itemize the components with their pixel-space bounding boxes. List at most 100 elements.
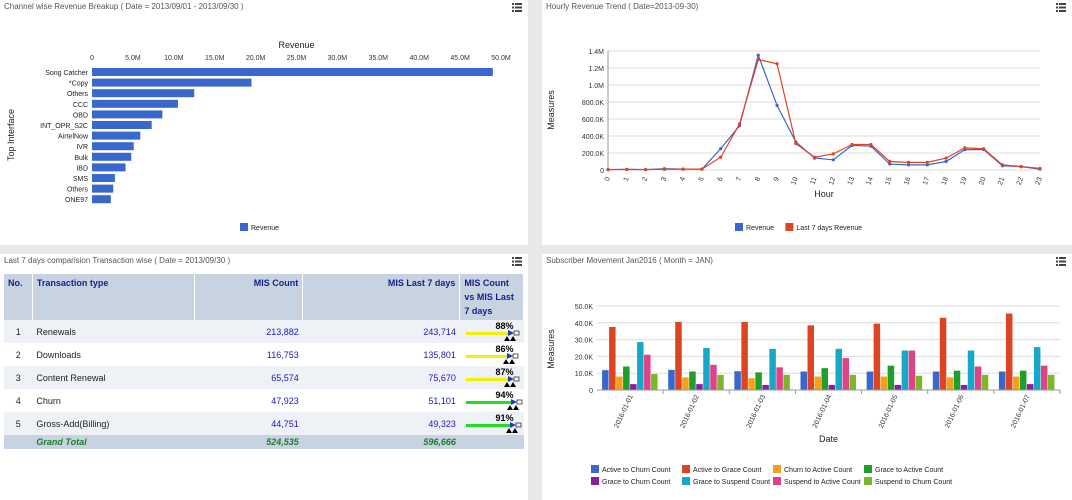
hamburger-menu-icon[interactable] [512, 257, 522, 266]
comparison-triangle-icon [509, 382, 516, 387]
data-point [794, 142, 798, 146]
y-tick-label: *Copy [69, 81, 89, 88]
bar [821, 368, 828, 390]
series-line [607, 58, 1041, 171]
col-vs[interactable]: MIS Count vs MIS Last 7 days [459, 274, 524, 320]
x-tick-label: 35.0M [369, 55, 389, 62]
bar [92, 121, 152, 129]
comparison-target-icon [512, 353, 519, 359]
comparison-triangle-icon [503, 336, 510, 341]
row-no: 4 [15, 395, 21, 406]
series-line [607, 53, 1041, 171]
x-tick-label: 3 [660, 176, 668, 182]
row-no: 5 [4, 412, 33, 435]
hamburger-menu-icon[interactable] [1056, 3, 1066, 12]
comparison-sparkline: 88% [464, 320, 520, 343]
legend-label: Grace to Suspend Count [693, 479, 770, 486]
row-mis-count: 47,923 [271, 395, 299, 406]
x-axis-label: Date [819, 434, 838, 444]
row-vs-cell: 88% [459, 320, 524, 343]
x-tick-label: 2016-01-07 [1010, 394, 1032, 430]
bar [967, 350, 975, 390]
hamburger-menu-icon[interactable] [1056, 257, 1066, 266]
x-tick-label: 6 [717, 176, 725, 182]
bar [630, 384, 637, 390]
legend-swatch [682, 465, 690, 473]
bar [644, 354, 651, 390]
bar [92, 131, 141, 140]
comparison-sparkline: 86% [464, 343, 520, 366]
x-tick-label: 10 [790, 176, 799, 186]
bar [92, 152, 132, 161]
y-tick-label: IBD [76, 165, 88, 172]
bar [901, 350, 909, 390]
bar [1019, 370, 1027, 390]
bar [783, 374, 790, 390]
bar [873, 323, 881, 390]
row-mis-count: 65,574 [194, 366, 303, 389]
col-last7[interactable]: MIS Last 7 days [302, 274, 461, 320]
data-point [1000, 163, 1005, 167]
row-type: Content Renewal [32, 366, 195, 389]
channel-revenue-panel: Channel wise Revenue Breakup ( Date = 20… [0, 0, 528, 245]
y-tick-label: 400.0K [582, 134, 605, 141]
x-tick-label: 2016-01-06 [944, 394, 966, 430]
comparison-percent: 86% [495, 344, 514, 354]
data-point [700, 167, 704, 171]
data-point [719, 147, 723, 151]
col-type[interactable]: Transaction type [32, 274, 196, 320]
y-tick-label: INT_OPR_S2C [40, 123, 88, 130]
y-tick-label: AirtelNow [58, 134, 89, 141]
col-no[interactable]: No. [4, 274, 33, 320]
data-point [982, 147, 986, 151]
comparison-marker-icon [506, 353, 513, 359]
bar [828, 384, 835, 390]
x-tick-label: 11 [809, 176, 818, 185]
comparison-target-icon [513, 330, 520, 336]
y-tick-label: CCC [73, 102, 88, 109]
row-type: Gross-Add(Billing) [32, 412, 195, 435]
y-tick-label: 1.4M [588, 49, 604, 56]
row-type: Downloads [36, 349, 81, 360]
row-no: 2 [15, 349, 21, 360]
bar [915, 375, 923, 390]
x-tick-label: 0 [604, 176, 612, 182]
bar [1012, 376, 1020, 390]
x-tick-label: 2016-01-01 [613, 394, 635, 430]
legend-label: Last 7 days Revenue [796, 225, 862, 232]
row-mis-count: 213,882 [194, 320, 303, 343]
y-tick-label: IVR [76, 144, 88, 151]
bar [814, 376, 821, 390]
x-tick-label: 2 [642, 176, 650, 182]
y-tick-label: 0 [589, 388, 593, 395]
y-axis-label: Measures [546, 90, 556, 130]
col-mis[interactable]: MIS Count [194, 274, 304, 320]
bar [682, 377, 689, 390]
legend-swatch [864, 465, 872, 473]
data-point [831, 152, 835, 156]
comparison-triangle-icon [511, 428, 518, 433]
panel-title: Last 7 days comparision Transaction wise… [4, 256, 231, 265]
bar [908, 350, 916, 390]
row-vs-cell: 87% [459, 366, 524, 389]
bar [755, 372, 762, 390]
legend-swatch [735, 223, 743, 231]
legend-swatch [773, 477, 781, 485]
comparison-bar [465, 378, 508, 381]
hamburger-menu-icon[interactable] [512, 3, 522, 12]
total-last7: 596,666 [302, 435, 460, 449]
bar [939, 317, 947, 390]
table-row: 5 Gross-Add(Billing) 44,751 49,323 91% [4, 412, 524, 435]
data-point [756, 53, 760, 57]
bar [1047, 374, 1055, 390]
bar [1026, 384, 1034, 390]
comparison-sparkline: 87% [464, 366, 520, 389]
x-tick-label: 2016-01-02 [680, 394, 702, 430]
legend-swatch [785, 223, 794, 231]
comparison-target-icon [513, 376, 520, 382]
bar [92, 184, 114, 193]
bar [946, 377, 954, 390]
data-point [888, 159, 892, 164]
x-tick-label: 2016-01-05 [878, 394, 900, 430]
bar [998, 371, 1006, 390]
